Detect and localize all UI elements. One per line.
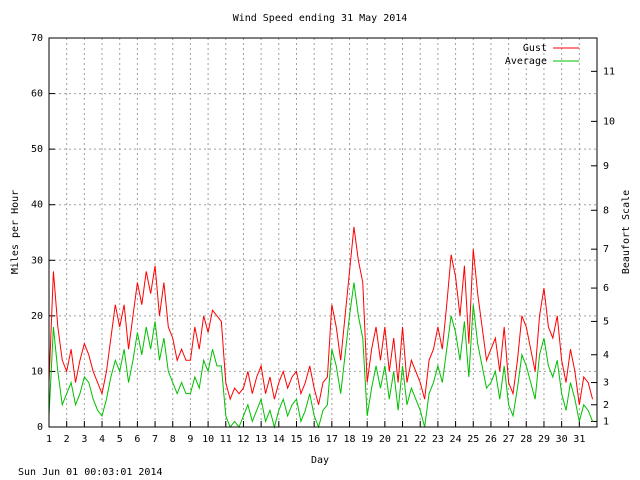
x-tick-label: 9 <box>187 434 193 445</box>
x-tick-label: 24 <box>450 434 462 445</box>
x-tick-label: 15 <box>290 434 302 445</box>
x-tick-label: 11 <box>220 434 232 445</box>
y-tick-label: 40 <box>31 200 43 211</box>
x-tick-label: 23 <box>432 434 444 445</box>
timestamp: Sun Jun 01 00:03:01 2014 <box>18 467 163 478</box>
series-line <box>48 226 594 405</box>
x-tick-label: 29 <box>538 434 550 445</box>
x-tick-label: 28 <box>520 434 532 445</box>
x-tick-label: 26 <box>485 434 497 445</box>
series-line <box>48 282 594 429</box>
x-tick-label: 31 <box>573 434 585 445</box>
x-tick-label: 7 <box>152 434 158 445</box>
x-tick-label: 8 <box>170 434 176 445</box>
y-tick-label: 70 <box>31 33 43 44</box>
x-tick-label: 3 <box>81 434 87 445</box>
x-tick-label: 27 <box>503 434 515 445</box>
x-tick-label: 25 <box>467 434 479 445</box>
y2-tick-label: 11 <box>603 66 615 77</box>
x-tick-label: 20 <box>379 434 391 445</box>
y2-tick-label: 9 <box>603 161 609 172</box>
x-tick-label: 22 <box>414 434 426 445</box>
x-tick-label: 21 <box>397 434 409 445</box>
y2-tick-label: 8 <box>603 205 609 216</box>
y2-tick-label: 3 <box>603 378 609 389</box>
x-tick-label: 18 <box>343 434 355 445</box>
x-tick-label: 6 <box>134 434 140 445</box>
y-tick-label: 20 <box>31 311 43 322</box>
x-tick-label: 19 <box>361 434 373 445</box>
legend-label: Average <box>505 56 547 67</box>
x-tick-label: 1 <box>46 434 52 445</box>
x-tick-label: 13 <box>255 434 267 445</box>
x-tick-label: 16 <box>308 434 320 445</box>
x-tick-label: 30 <box>556 434 568 445</box>
chart-title: Wind Speed ending 31 May 2014 <box>233 13 408 24</box>
legend-label: Gust <box>523 43 547 54</box>
y-tick-label: 60 <box>31 89 43 100</box>
y2-tick-label: 7 <box>603 244 609 255</box>
x-tick-label: 12 <box>237 434 249 445</box>
x-tick-label: 10 <box>202 434 214 445</box>
y-tick-label: 0 <box>37 422 43 433</box>
y-axis-label: Miles per Hour <box>10 190 21 274</box>
y2-tick-label: 4 <box>603 350 609 361</box>
plot-border <box>48 37 598 428</box>
y2-axis-label: Beaufort Scale <box>621 190 632 274</box>
y-tick-label: 10 <box>31 366 43 377</box>
x-tick-label: 17 <box>326 434 338 445</box>
x-tick-label: 5 <box>117 434 123 445</box>
x-axis-label: Day <box>311 455 329 466</box>
y2-tick-label: 1 <box>603 416 609 427</box>
y2-tick-label: 2 <box>603 400 609 411</box>
y-tick-label: 50 <box>31 144 43 155</box>
y2-tick-label: 5 <box>603 316 609 327</box>
x-tick-label: 14 <box>273 434 285 445</box>
x-tick-label: 2 <box>64 434 70 445</box>
y2-tick-label: 10 <box>603 116 615 127</box>
y-tick-label: 30 <box>31 255 43 266</box>
x-tick-label: 4 <box>99 434 105 445</box>
y2-tick-label: 6 <box>603 283 609 294</box>
